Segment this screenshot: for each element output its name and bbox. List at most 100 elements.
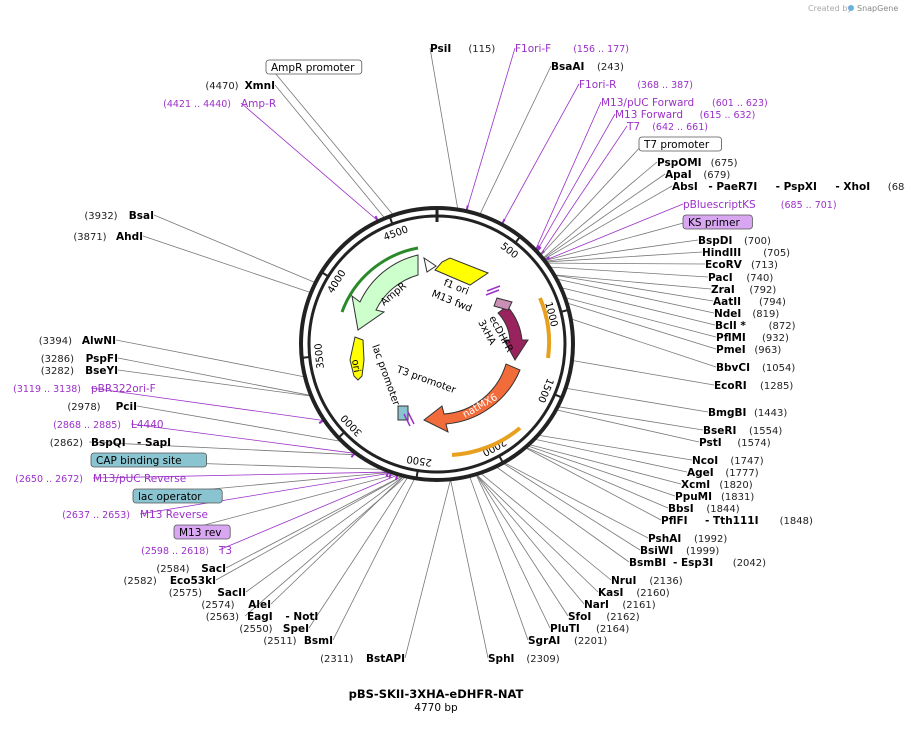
site-bspqi-extra: - SapI [137, 437, 171, 449]
site-pflfi-name: PflFI [661, 515, 688, 527]
site-bstapi-pos: (2311) [320, 654, 353, 665]
backbone-outer-ring [299, 206, 575, 482]
leader-line [543, 173, 666, 259]
leader-line [469, 476, 529, 641]
primer-pbr322-range: (3119 .. 3138) [13, 384, 81, 395]
arc-natmx6-region [451, 426, 522, 457]
primer-t3-range: (2598 .. 2618) [141, 546, 209, 557]
leader-line [274, 84, 385, 218]
ecdhfr-feature[interactable] [497, 305, 529, 361]
site-bsmi-pos: (2511) [263, 636, 296, 647]
site-pflfi-extra: - Tth111I [705, 515, 759, 527]
site-saci-pos: (2584) [156, 564, 189, 575]
site-absi-pos: (684) [888, 182, 905, 193]
site-pmei-pos: (963) [754, 345, 781, 356]
site-saci-name: SacI [201, 563, 226, 575]
site-pspomi-name: PspOMI [657, 157, 702, 169]
leader-line [269, 66, 394, 215]
site-sgrai-name: SgrAI [528, 635, 560, 647]
site-pspfi-name: PspFI [86, 353, 118, 365]
feature-box-lacop [132, 488, 223, 504]
site-pmei-name: PmeI [716, 344, 746, 356]
leader-line [567, 302, 717, 350]
site-pflmi-pos: (932) [762, 333, 789, 344]
feature-box-t7prom [638, 136, 722, 152]
leader-line [571, 318, 717, 368]
leader-line [466, 47, 516, 211]
leader-line [429, 47, 459, 209]
site-pspomi-pos: (675) [711, 158, 738, 169]
feature-box-m13rev [173, 524, 231, 540]
leader-line [555, 274, 714, 302]
site-bspqi-name: BspQI [91, 437, 126, 449]
site-bcli-pos: (872) [769, 321, 796, 332]
ampr-feature[interactable] [351, 254, 419, 331]
site-psti-name: PstI [699, 437, 722, 449]
leader-line [557, 278, 715, 314]
primer-m13reverse-name: M13 Reverse [140, 509, 208, 521]
feature-box-cap-label: CAP binding site [96, 455, 182, 467]
site-bseyi-name: BseYI [85, 365, 118, 377]
site-xcmi-pos: (1820) [719, 480, 752, 491]
site-absi-name: AbsI [672, 181, 698, 193]
leader-line [476, 474, 599, 593]
leader-line [177, 474, 396, 533]
site-ncoi-pos: (1747) [730, 456, 763, 467]
arc-ecdhfr-region [538, 297, 552, 359]
site-ppumi-pos: (1831) [721, 492, 754, 503]
scale-tick-mark [388, 216, 394, 225]
site-ahdi-name: AhdI [116, 231, 143, 243]
site-bsmi-name: BsmI [304, 635, 333, 647]
site-bsai-pos: (3932) [84, 211, 117, 222]
site-ecori-pos: (1285) [760, 381, 793, 392]
leader-line [240, 102, 378, 221]
leader-line [565, 297, 717, 338]
scale-tick-mark [560, 308, 569, 313]
site-pflfi-pos: (1848) [780, 516, 813, 527]
ori-feature[interactable] [349, 336, 365, 381]
plasmid-name: pBS-SKII-3XHA-eDHFR-NAT [349, 687, 524, 701]
site-nari-pos: (2161) [622, 600, 655, 611]
site-pcii-pos: (2978) [67, 402, 100, 413]
arc-ampr-region [340, 246, 419, 313]
site-hindiii-pos: (705) [763, 248, 790, 259]
leader-line [153, 214, 315, 283]
3xha-feature[interactable] [493, 297, 513, 311]
leader-line [475, 475, 551, 629]
site-bseri-pos: (1554) [749, 426, 782, 437]
primer-ampr_rev-name: Amp-R [241, 98, 276, 110]
natmx6-feature[interactable] [423, 363, 521, 433]
primer-m13reverse-range: (2637 .. 2653) [62, 510, 130, 521]
feature-box-lacop-label: lac operator [138, 491, 202, 503]
feature-box-m13rev-label: M13 rev [179, 527, 222, 539]
leader-line [540, 125, 628, 255]
site-nrui-pos: (2136) [649, 576, 682, 587]
site-pluti-name: PluTI [550, 623, 580, 635]
site-bsaai-pos: (243) [597, 62, 624, 73]
ampr-promoter-arrow [423, 256, 437, 273]
site-bsiwi-name: BsiWI [640, 545, 673, 557]
t3-promoter-label: T3 promoter [394, 364, 458, 396]
primer-t7-name: T7 [626, 121, 640, 133]
primer-f1orir-name: F1ori-R [579, 79, 616, 91]
site-bcli-name: BclI * [715, 320, 746, 332]
scale-tick-mark [320, 271, 329, 278]
site-eagi-pos: (2563) [206, 612, 239, 623]
site-ndei-name: NdeI [714, 308, 741, 320]
f1-ori-feature[interactable] [434, 257, 490, 286]
site-eagi-name: EagI [247, 611, 273, 623]
natmx6-label: natMX6 [461, 392, 500, 421]
site-absi-e2: - PspXI [776, 181, 817, 193]
leader-line [308, 477, 408, 629]
site-sphi-name: SphI [488, 653, 514, 665]
site-spei-name: SpeI [283, 623, 309, 635]
leader-line [476, 474, 569, 617]
leader-line [538, 435, 693, 461]
leader-line [218, 474, 398, 551]
primer-t3-name: T3 [218, 545, 232, 557]
site-zrai-pos: (792) [749, 285, 776, 296]
leader-line [476, 474, 585, 605]
leader-line [545, 203, 684, 261]
site-bbsi-pos: (1844) [706, 504, 739, 515]
